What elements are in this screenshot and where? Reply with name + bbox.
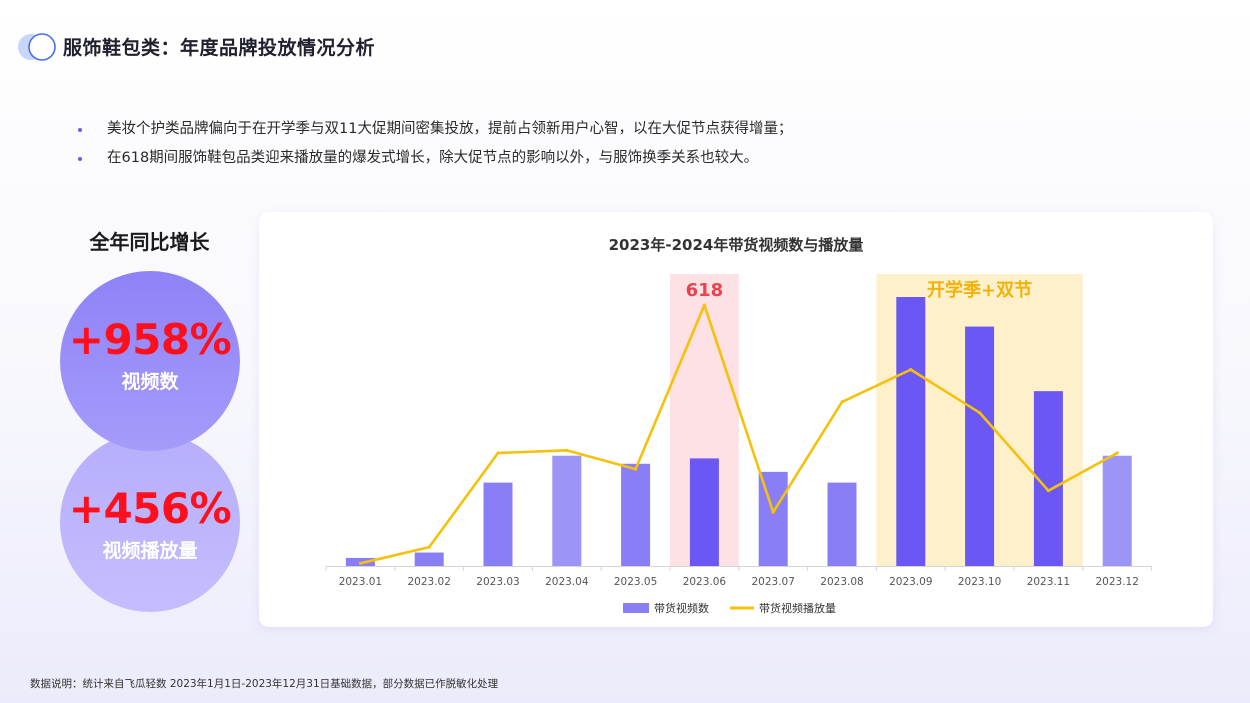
kpi-section-title: 全年同比增长	[89, 230, 210, 254]
line-point-2023.02	[427, 545, 431, 549]
x-tick-label: 2023.02	[407, 576, 450, 588]
x-tick-label: 2023.11	[1027, 576, 1070, 588]
line-point-2023.11	[1046, 489, 1050, 493]
line-series-plays	[360, 303, 1118, 565]
line-point-2023.03	[496, 451, 500, 455]
combo-chart: 2023年-2024年带货视频数与播放量 618 开学季+双节 2023.01 2023…	[325, 236, 1153, 615]
bar-2023.10	[965, 326, 995, 566]
legend-label-line: 带货视频播放量	[759, 601, 836, 615]
bar-2023.05	[621, 463, 651, 566]
x-tick-label: 2023.09	[889, 576, 932, 588]
x-tick-label: 2023.10	[958, 576, 1001, 588]
line-point-2023.12	[1115, 451, 1119, 455]
x-tick-label: 2023.12	[1095, 576, 1138, 588]
x-tick-label: 2023.03	[476, 576, 519, 588]
brand-logo-icon	[16, 32, 58, 62]
chart-card: 2023年-2024年带货视频数与播放量 618 开学季+双节 2023.01 2023…	[259, 212, 1213, 627]
kpi-circle-video-count: +958% 视频数	[60, 271, 240, 451]
x-tick-label: 2023.07	[751, 576, 794, 588]
bar-2023.04	[552, 455, 582, 566]
bar-2023.03	[483, 482, 513, 566]
kpi-circle-video-plays: +456% 视频播放量	[60, 432, 240, 612]
bar-2023.08	[827, 482, 857, 566]
line-point-2023.05	[634, 467, 638, 471]
page-title: 服饰鞋包类：年度品牌投放情况分析	[63, 37, 376, 59]
x-tick-label: 2023.01	[339, 576, 382, 588]
line-point-2023.07	[771, 510, 775, 514]
bar-2023.06	[689, 458, 719, 566]
highlight-label-0: 618	[686, 280, 724, 301]
x-tick-label: 2023.04	[545, 576, 589, 588]
x-tick-label: 2023.06	[683, 576, 727, 588]
insight-item: 在618期间服饰鞋包品类迎来播放量的爆发式增长，除大促节点的影响以外，与服饰换季…	[78, 144, 792, 173]
x-tick-label: 2023.08	[820, 576, 863, 588]
line-point-2023.09	[909, 368, 913, 372]
line-point-2023.04	[565, 448, 569, 452]
insight-list: 美妆个护类品牌偏向于在开学季与双11大促期间密集投放，提前占领新用户心智，以在大…	[78, 115, 792, 173]
line-point-2023.06	[702, 303, 706, 307]
bar-2023.12	[1102, 455, 1132, 566]
chart-title: 2023年-2024年带货视频数与播放量	[609, 236, 864, 254]
x-tick-label: 2023.05	[614, 576, 657, 588]
legend-swatch-bars	[623, 603, 649, 613]
line-point-2023.08	[840, 400, 844, 404]
kpi-label: 视频数	[121, 371, 179, 393]
bar-2023.07	[758, 471, 788, 566]
legend-label-bars: 带货视频数	[654, 601, 709, 615]
data-source-note: 数据说明：统计来自飞瓜轻数 2023年1月1日-2023年12月31日基础数据，…	[30, 678, 499, 690]
line-point-2023.01	[358, 561, 362, 565]
bar-2023.02	[414, 552, 444, 566]
insight-item: 美妆个护类品牌偏向于在开学季与双11大促期间密集投放，提前占领新用户心智，以在大…	[78, 115, 792, 144]
kpi-value: +456%	[68, 484, 232, 533]
bar-2023.09	[896, 297, 926, 566]
line-point-2023.10	[978, 411, 982, 415]
kpi-label: 视频播放量	[102, 540, 198, 562]
kpi-value: +958%	[68, 315, 232, 364]
highlight-label-1: 开学季+双节	[927, 279, 1032, 301]
